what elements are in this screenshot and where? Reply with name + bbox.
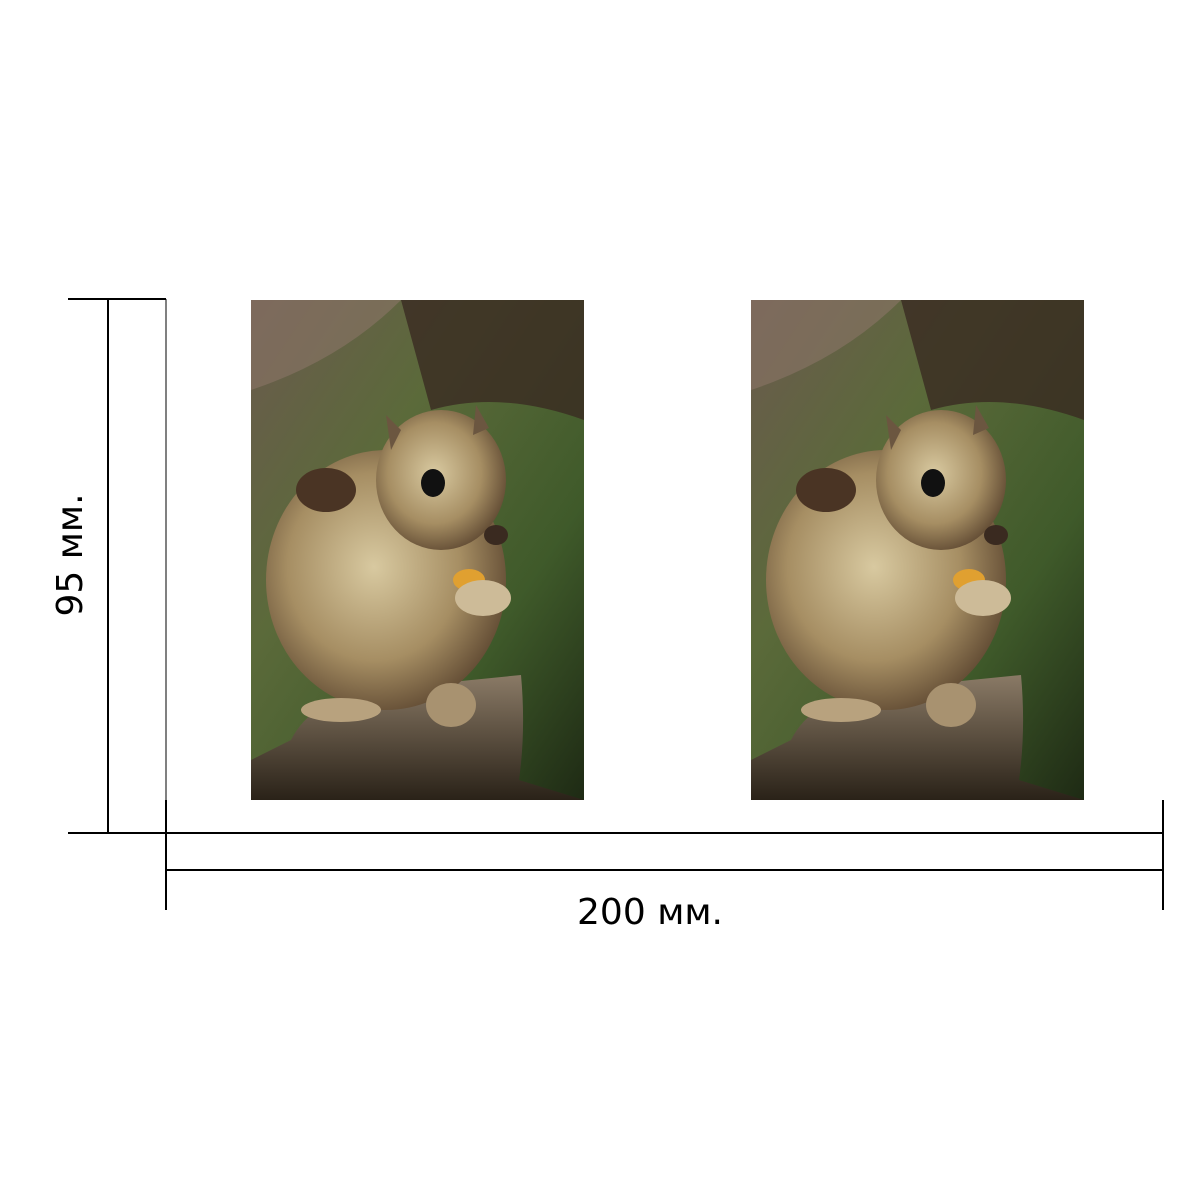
- height-label: 95 мм.: [50, 493, 91, 616]
- product-photo: [751, 300, 1084, 800]
- width-dimension: 200 мм.: [165, 800, 1164, 933]
- product-photo: [251, 300, 584, 800]
- height-dimension: 95 мм.: [50, 298, 167, 834]
- width-label: 200 мм.: [577, 892, 723, 933]
